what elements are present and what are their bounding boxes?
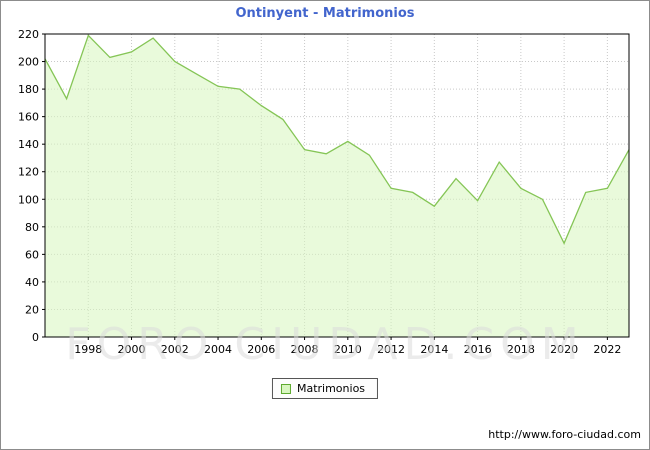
area-chart: 0 20 40 60 80 100 120 140 160 180 200 220 1998 2000 20… bbox=[18, 28, 630, 356]
svg-text:2004: 2004 bbox=[204, 343, 232, 356]
legend-swatch-icon bbox=[280, 383, 291, 394]
svg-text:100: 100 bbox=[18, 193, 39, 206]
footer-url[interactable]: http://www.foro-ciudad.com bbox=[488, 428, 641, 441]
svg-text:140: 140 bbox=[18, 138, 39, 151]
svg-text:180: 180 bbox=[18, 83, 39, 96]
svg-text:1998: 1998 bbox=[74, 343, 102, 356]
svg-text:160: 160 bbox=[18, 111, 39, 124]
legend-label: Matrimonios bbox=[296, 382, 366, 395]
svg-text:2010: 2010 bbox=[334, 343, 362, 356]
svg-text:60: 60 bbox=[25, 248, 39, 261]
svg-text:2002: 2002 bbox=[161, 343, 189, 356]
svg-text:40: 40 bbox=[25, 276, 39, 289]
svg-text:80: 80 bbox=[25, 221, 39, 234]
svg-text:120: 120 bbox=[18, 166, 39, 179]
svg-text:2014: 2014 bbox=[420, 343, 448, 356]
svg-text:0: 0 bbox=[32, 331, 39, 344]
svg-text:20: 20 bbox=[25, 303, 39, 316]
svg-text:200: 200 bbox=[18, 56, 39, 69]
svg-text:2012: 2012 bbox=[377, 343, 405, 356]
legend: Matrimonios bbox=[271, 378, 379, 399]
chart-title: Ontinyent - Matrimonios bbox=[235, 6, 415, 21]
svg-text:2020: 2020 bbox=[550, 343, 578, 356]
svg-text:2022: 2022 bbox=[593, 343, 621, 356]
svg-text:2016: 2016 bbox=[464, 343, 492, 356]
svg-text:2008: 2008 bbox=[291, 343, 319, 356]
svg-text:2006: 2006 bbox=[247, 343, 275, 356]
footer: http://www.foro-ciudad.com bbox=[488, 428, 641, 441]
svg-text:2000: 2000 bbox=[118, 343, 146, 356]
svg-text:2018: 2018 bbox=[507, 343, 535, 356]
svg-text:220: 220 bbox=[18, 28, 39, 41]
